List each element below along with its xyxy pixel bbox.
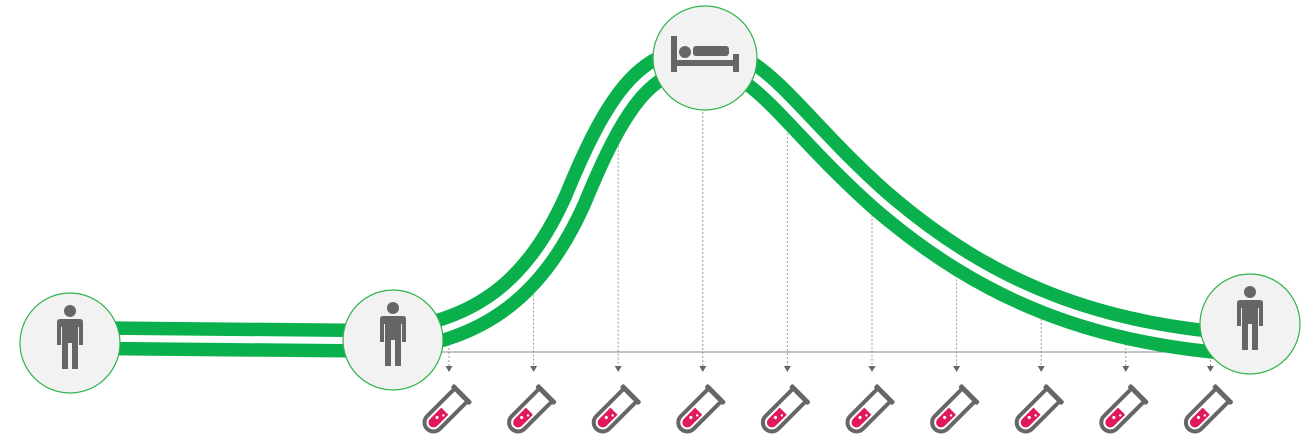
sampling-arrowhead (1206, 366, 1214, 372)
test-tube-icon (923, 381, 983, 441)
test-tube-icon (754, 381, 813, 441)
node-healthy-start (19, 292, 121, 394)
test-tube-icon (1008, 381, 1067, 441)
sampling-arrowhead (783, 366, 791, 372)
sampling-arrowhead (1037, 366, 1045, 372)
sampling-arrowhead (868, 366, 876, 372)
sampling-arrowhead (699, 366, 707, 372)
test-tube-icon (585, 381, 644, 441)
sampling-arrowhead (1122, 366, 1130, 372)
sampling-arrowheads (445, 366, 1214, 372)
node-recovered (1199, 273, 1301, 375)
node-onset (342, 289, 444, 391)
test-tube-icon (838, 381, 898, 441)
test-tube-icon (500, 381, 560, 441)
test-tube-icon (669, 381, 729, 441)
sampling-arrowhead (953, 366, 961, 372)
sampling-arrowhead (614, 366, 622, 372)
test-tube-icon (1177, 381, 1236, 441)
sampling-arrowhead (445, 366, 453, 372)
sample-tubes (415, 381, 1236, 441)
test-tube-icon (1092, 381, 1152, 441)
sampling-arrowhead (530, 366, 538, 372)
disease-progression-curve (63, 41, 1267, 362)
curve-outer-band (63, 41, 1267, 362)
test-tube-icon (415, 381, 475, 441)
node-peak (652, 5, 758, 111)
